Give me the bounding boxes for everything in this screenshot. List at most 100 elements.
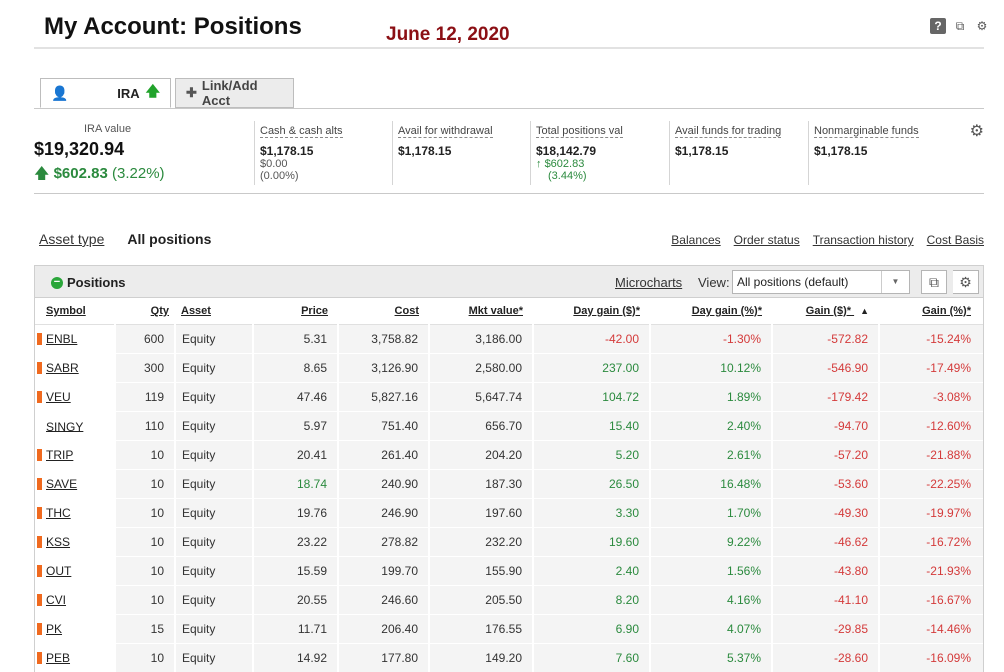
qty-cell: 300 xyxy=(114,353,175,383)
col-asset[interactable]: Asset xyxy=(175,298,253,325)
symbol-text[interactable]: VEU xyxy=(46,389,71,404)
col-gain-pct[interactable]: Gain (%)* xyxy=(879,298,983,325)
asset-cell: Equity xyxy=(174,643,253,672)
gain-cell: -46.62 xyxy=(771,527,879,557)
cost-cell: 5,827.16 xyxy=(337,382,429,412)
nonmarginable-label[interactable]: Nonmarginable funds xyxy=(814,125,919,138)
tab-ira[interactable]: 👤 IRA 🡅 xyxy=(40,78,171,108)
mkt-value-cell: 232.20 xyxy=(428,527,533,557)
symbol-link[interactable]: THC xyxy=(35,498,116,528)
total-positions-label[interactable]: Total positions val xyxy=(536,125,623,138)
gain-cell: -41.10 xyxy=(771,585,879,615)
mkt-value-cell: 204.20 xyxy=(428,440,533,470)
gain-pct-cell: -17.49% xyxy=(878,353,983,383)
collapse-icon[interactable]: − xyxy=(51,276,63,289)
settings-gear-icon[interactable]: ⚙ xyxy=(953,270,979,294)
cost-basis-link[interactable]: Cost Basis xyxy=(926,233,984,247)
symbol-text[interactable]: PK xyxy=(46,621,63,636)
positions-title: Positions xyxy=(67,275,126,290)
col-symbol[interactable]: Symbol xyxy=(35,298,115,325)
symbol-link[interactable]: OUT xyxy=(35,556,116,586)
up-arrow-icon: 🡅 xyxy=(145,83,160,99)
order-status-link[interactable]: Order status xyxy=(733,233,800,247)
symbol-link[interactable]: KSS xyxy=(35,527,116,557)
col-day-gain[interactable]: Day gain ($)* xyxy=(533,298,650,325)
day-gain-cell: 26.50 xyxy=(532,469,650,499)
qty-cell: 600 xyxy=(114,324,175,354)
gain-cell: -572.82 xyxy=(771,324,879,354)
symbol-text[interactable]: SINGY xyxy=(46,419,84,434)
cost-cell: 3,126.90 xyxy=(337,353,429,383)
symbol-link[interactable]: TRIP xyxy=(35,440,116,470)
symbol-text[interactable]: THC xyxy=(46,505,71,520)
symbol-text[interactable]: CVI xyxy=(46,592,67,607)
cash-label[interactable]: Cash & cash alts xyxy=(260,125,343,138)
symbol-text[interactable]: PEB xyxy=(46,650,71,665)
col-qty[interactable]: Qty xyxy=(115,298,175,325)
symbol-text[interactable]: SABR xyxy=(46,360,79,375)
balances-link[interactable]: Balances xyxy=(671,233,721,247)
day-gain-pct-cell: 2.40% xyxy=(649,411,772,441)
user-icon: 👤 xyxy=(51,84,69,101)
table-row: ENBL 600 Equity 5.31 3,758.82 3,186.00 -42.00-… xyxy=(35,324,983,354)
col-gain[interactable]: Gain ($)* ▲ xyxy=(772,298,879,325)
summary-divider xyxy=(34,193,984,194)
symbol-text[interactable]: TRIP xyxy=(46,447,74,462)
plus-icon: ✚ xyxy=(186,85,197,100)
price-cell: 23.22 xyxy=(252,527,338,557)
asset-cell: Equity xyxy=(174,556,253,586)
gain-cell: -28.60 xyxy=(771,643,879,672)
gain-pct-cell: -3.08% xyxy=(878,382,983,412)
gear-icon[interactable]: ⚙ xyxy=(976,19,988,33)
col-cost[interactable]: Cost xyxy=(338,298,429,325)
symbol-text[interactable]: OUT xyxy=(46,563,72,578)
withdrawal-label[interactable]: Avail for withdrawal xyxy=(398,125,493,138)
all-positions-tab[interactable]: All positions xyxy=(127,231,212,247)
ira-gain-amount: $602.83 xyxy=(53,165,108,182)
positions-header[interactable]: − Positions xyxy=(51,275,126,290)
popout-icon[interactable]: ⧉ xyxy=(921,270,947,294)
view-select[interactable]: All positions (default) ▼ xyxy=(732,270,910,294)
day-gain-pct-cell: -1.30% xyxy=(649,324,772,354)
symbol-link[interactable]: SABR xyxy=(35,353,116,383)
table-header-row: Symbol Qty Asset Price Cost Mkt value* D… xyxy=(35,298,983,325)
day-gain-pct-cell: 1.56% xyxy=(649,556,772,586)
asset-type-link[interactable]: Asset type xyxy=(39,231,105,247)
transaction-history-link[interactable]: Transaction history xyxy=(812,233,914,247)
price-cell: 20.41 xyxy=(252,440,338,470)
alert-marker-icon xyxy=(37,564,42,577)
col-mkt-value[interactable]: Mkt value* xyxy=(429,298,533,325)
chevron-down-icon: ▼ xyxy=(881,271,909,293)
nonmarginable-value: $1,178.15 xyxy=(814,144,868,158)
table-row: PEB 10 Equity 14.92 177.80 149.20 7.60 5.37% -28… xyxy=(35,643,983,672)
symbol-text[interactable]: ENBL xyxy=(46,331,78,346)
trading-funds-label[interactable]: Avail funds for trading xyxy=(675,125,782,138)
symbol-link[interactable]: SINGY xyxy=(35,411,116,441)
microcharts-link[interactable]: Microcharts xyxy=(615,275,683,290)
col-price[interactable]: Price xyxy=(253,298,338,325)
gain-cell: -29.85 xyxy=(771,614,879,644)
symbol-link[interactable]: SAVE xyxy=(35,469,116,499)
account-tabs: 👤 IRA 🡅 ✚ Link/Add Acct xyxy=(40,78,294,108)
asset-cell: Equity xyxy=(174,382,253,412)
day-gain-cell: 7.60 xyxy=(532,643,650,672)
symbol-link[interactable]: PEB xyxy=(35,643,116,672)
help-icon[interactable]: ? xyxy=(930,18,946,34)
asset-cell: Equity xyxy=(174,411,253,441)
symbol-link[interactable]: VEU xyxy=(35,382,116,412)
symbol-link[interactable]: CVI xyxy=(35,585,116,615)
gain-pct-cell: -21.88% xyxy=(878,440,983,470)
col-day-gain-pct[interactable]: Day gain (%)* xyxy=(650,298,772,325)
symbol-text[interactable]: KSS xyxy=(46,534,71,549)
summary-gear-icon[interactable]: ⚙ xyxy=(969,123,984,140)
summary-cash: Cash & cash alts $1,178.15 $0.00 (0.00%) xyxy=(254,121,392,185)
day-gain-pct-cell: 10.12% xyxy=(649,353,772,383)
tab-link-add-acct[interactable]: ✚ Link/Add Acct xyxy=(175,78,294,108)
table-row: SABR 300 Equity 8.65 3,126.90 2,580.00 237.00 1… xyxy=(35,353,983,383)
symbol-text[interactable]: SAVE xyxy=(46,476,78,491)
gain-pct-cell: -15.24% xyxy=(878,324,983,354)
symbol-link[interactable]: ENBL xyxy=(35,324,116,354)
price-cell: 47.46 xyxy=(252,382,338,412)
symbol-link[interactable]: PK xyxy=(35,614,116,644)
popout-icon[interactable]: ⧉ xyxy=(955,19,965,33)
